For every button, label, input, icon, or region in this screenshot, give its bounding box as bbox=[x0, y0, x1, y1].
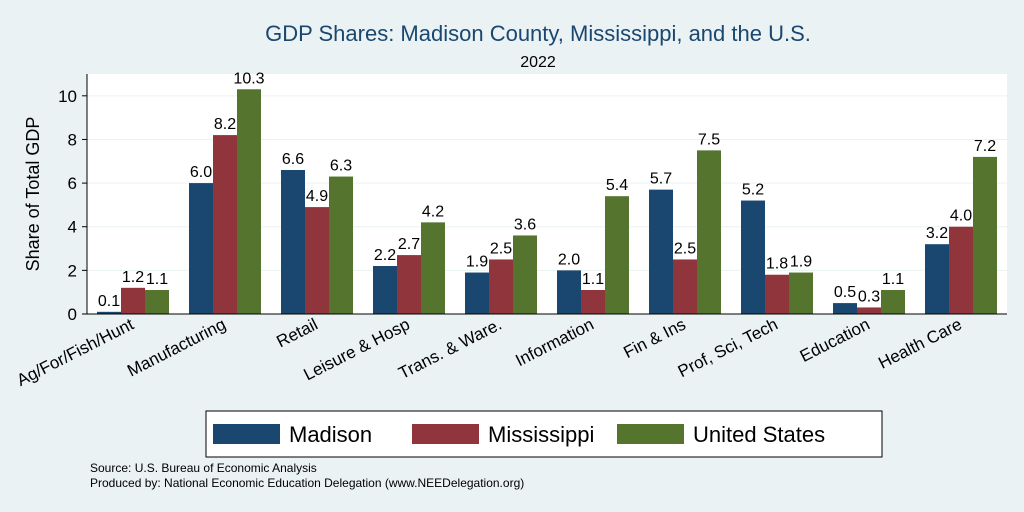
y-tick-label: 0 bbox=[68, 305, 77, 324]
bar bbox=[213, 135, 237, 314]
y-tick-label: 2 bbox=[68, 261, 77, 280]
bars bbox=[97, 89, 997, 314]
bar bbox=[741, 200, 765, 314]
bar bbox=[649, 189, 673, 314]
data-label: 0.3 bbox=[858, 288, 880, 305]
bar bbox=[673, 259, 697, 314]
bar bbox=[581, 290, 605, 314]
y-axis-label: Share of Total GDP bbox=[23, 117, 43, 272]
data-label: 1.2 bbox=[122, 269, 144, 286]
legend-swatch bbox=[213, 424, 280, 444]
data-label: 0.5 bbox=[834, 284, 856, 301]
data-label: 2.7 bbox=[398, 236, 420, 253]
data-label: 4.2 bbox=[422, 203, 444, 220]
bar bbox=[397, 255, 421, 314]
bar bbox=[465, 272, 489, 314]
x-tick-label: Education bbox=[797, 315, 873, 366]
data-label: 2.5 bbox=[490, 240, 512, 257]
bar bbox=[833, 303, 857, 314]
data-label: 4.9 bbox=[306, 188, 328, 205]
bar bbox=[557, 270, 581, 314]
x-tick-label: Prof, Sci, Tech bbox=[675, 315, 781, 382]
y-ticks: 0 2 4 6 8 10 bbox=[58, 87, 87, 324]
data-label: 6.0 bbox=[190, 164, 212, 181]
data-label: 1.1 bbox=[882, 271, 904, 288]
x-tick-label: Ag/For/Fish/Hunt bbox=[14, 315, 137, 390]
data-label: 6.3 bbox=[330, 158, 352, 175]
bar bbox=[237, 89, 261, 314]
source-note: Source: U.S. Bureau of Economic Analysis bbox=[90, 461, 317, 475]
y-tick-label: 4 bbox=[68, 218, 77, 237]
legend: Madison Mississippi United States bbox=[213, 422, 825, 447]
data-labels: 0.11.2 1.16.08.210.36.64.96.32.22.74.21.9… bbox=[98, 70, 996, 310]
data-label: 5.2 bbox=[742, 182, 764, 199]
bar bbox=[489, 259, 513, 314]
produced-by-note: Produced by: National Economic Education… bbox=[90, 476, 524, 490]
bar bbox=[305, 207, 329, 314]
bar bbox=[925, 244, 949, 314]
data-label: 8.2 bbox=[214, 116, 236, 133]
x-tick-label: Health Care bbox=[875, 315, 964, 373]
legend-label: United States bbox=[693, 422, 825, 447]
chart-subtitle: 2022 bbox=[520, 54, 556, 71]
data-label: 3.6 bbox=[514, 216, 536, 233]
data-label: 5.4 bbox=[606, 177, 628, 194]
data-label: 1.8 bbox=[766, 256, 788, 273]
data-label: 1.1 bbox=[146, 271, 168, 288]
bar bbox=[857, 307, 881, 314]
data-label: 10.3 bbox=[233, 70, 264, 87]
x-tick-label: Information bbox=[512, 315, 596, 371]
legend-swatch bbox=[412, 424, 479, 444]
bar bbox=[97, 311, 121, 314]
data-label: 7.5 bbox=[698, 131, 720, 148]
bar bbox=[421, 222, 445, 314]
bar bbox=[881, 290, 905, 314]
data-label: 1.9 bbox=[790, 254, 812, 271]
x-tick-label: Trans. & Ware. bbox=[395, 315, 504, 383]
bar bbox=[121, 287, 145, 314]
y-tick-label: 8 bbox=[68, 130, 77, 149]
chart-title: GDP Shares: Madison County, Mississippi,… bbox=[265, 21, 811, 46]
bar bbox=[949, 226, 973, 314]
bar bbox=[513, 235, 537, 314]
bar bbox=[281, 170, 305, 314]
data-label: 4.0 bbox=[950, 208, 972, 225]
x-tick-label: Manufacturing bbox=[124, 315, 229, 381]
data-label: 5.7 bbox=[650, 171, 672, 188]
bar bbox=[789, 272, 813, 314]
legend-label: Mississippi bbox=[488, 422, 594, 447]
data-label: 2.5 bbox=[674, 240, 696, 257]
y-tick-label: 6 bbox=[68, 174, 77, 193]
data-label: 6.6 bbox=[282, 151, 304, 168]
bar bbox=[765, 274, 789, 314]
data-label: 2.0 bbox=[558, 251, 580, 268]
data-label: 2.2 bbox=[374, 247, 396, 264]
legend-box bbox=[205, 410, 883, 458]
data-label: 1.9 bbox=[466, 254, 488, 271]
bar bbox=[329, 176, 353, 314]
bar bbox=[697, 150, 721, 314]
bar bbox=[605, 196, 629, 314]
x-tick-label: Fin & Ins bbox=[620, 315, 688, 362]
legend-swatch bbox=[617, 424, 684, 444]
data-label: 1.1 bbox=[582, 271, 604, 288]
x-tick-label: Retail bbox=[273, 315, 320, 352]
data-label: 7.2 bbox=[974, 138, 996, 155]
y-tick-label: 10 bbox=[58, 87, 77, 106]
bar bbox=[145, 290, 169, 314]
legend-label: Madison bbox=[289, 422, 372, 447]
bar bbox=[373, 266, 397, 314]
bar bbox=[973, 156, 997, 314]
bar bbox=[189, 183, 213, 314]
data-label: 3.2 bbox=[926, 225, 948, 242]
data-label: 0.1 bbox=[98, 293, 120, 310]
